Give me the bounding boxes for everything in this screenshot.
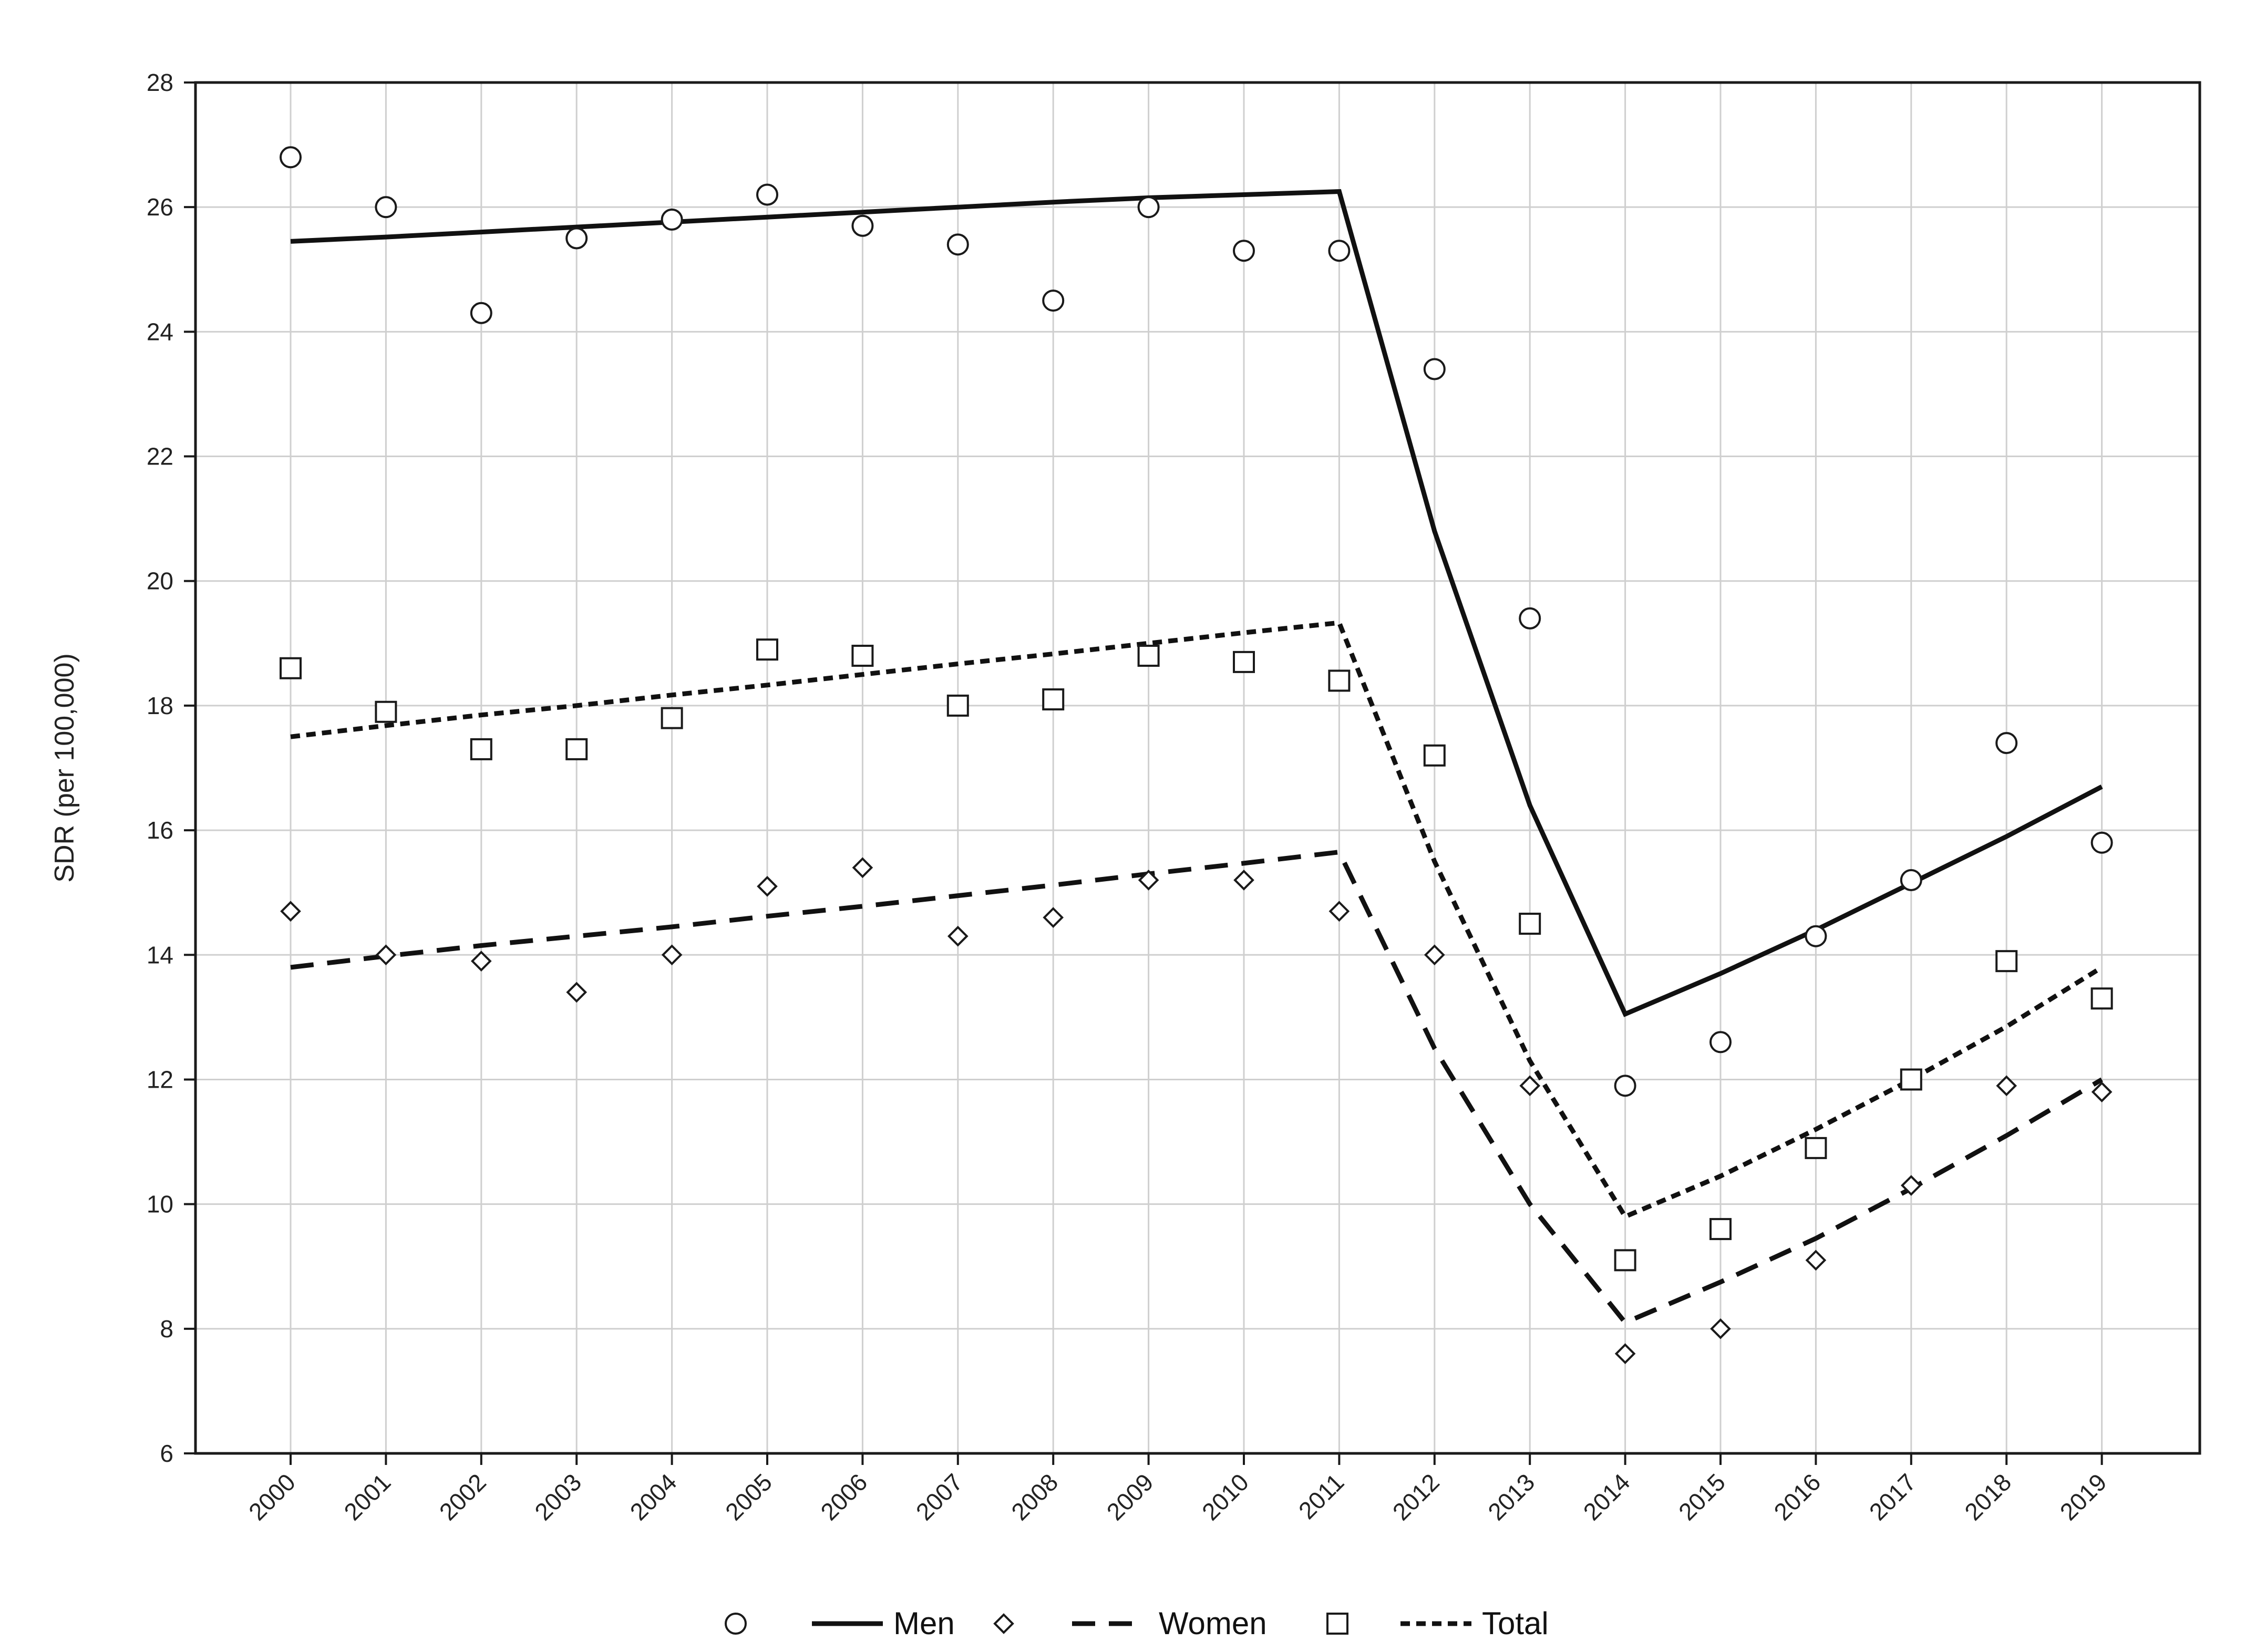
series-total-point — [1519, 912, 1541, 935]
series-total-point — [1328, 669, 1351, 692]
series-men-point — [1614, 1075, 1636, 1097]
legend-women-marker — [993, 1613, 1014, 1634]
series-total — [280, 620, 2113, 1272]
series-total-point — [1709, 1218, 1732, 1241]
legend-item-women: Women — [993, 1606, 1267, 1641]
series-men-point — [851, 214, 874, 237]
series-women-point — [375, 944, 397, 966]
series-total-point — [1805, 1137, 1827, 1159]
series-total-point — [946, 694, 969, 717]
series-men-point — [1709, 1031, 1732, 1054]
series-total-point — [280, 657, 302, 679]
series-men-point — [946, 233, 969, 256]
series-total-point — [851, 645, 874, 667]
series-total-point — [1137, 645, 1160, 667]
series-total-point — [1900, 1068, 1922, 1091]
y-tick-label: 26 — [147, 193, 173, 221]
legend-women-label: Women — [1159, 1606, 1267, 1641]
series-men — [280, 146, 2113, 1097]
series-women-point — [1900, 1175, 1922, 1196]
legend-item-men: Men — [725, 1606, 955, 1641]
series-men-point — [280, 146, 302, 169]
y-axis-title: SDR (per 100,000) — [49, 653, 80, 882]
series-women-point — [1233, 870, 1254, 891]
series-women — [280, 849, 2113, 1365]
series-men-point — [1900, 869, 1922, 891]
series-women-point — [1805, 1250, 1827, 1271]
series-total-fitted-line — [290, 620, 2103, 1220]
series-total-point — [565, 738, 588, 760]
y-tick-label: 20 — [147, 567, 173, 595]
y-tick-label: 6 — [160, 1440, 173, 1467]
series-women-point — [1424, 944, 1445, 966]
series-men-point — [2090, 831, 2113, 854]
series-men-point — [565, 227, 588, 250]
series-women-point — [757, 875, 778, 897]
legend-men-label: Men — [893, 1606, 955, 1641]
series-women-point — [2091, 1081, 2113, 1103]
y-tick-label: 16 — [147, 817, 173, 844]
series-total-point — [375, 700, 397, 723]
series-total-point — [1995, 950, 2018, 973]
series-men-point — [470, 302, 492, 324]
series-women-point — [1519, 1075, 1541, 1097]
y-tick-label: 22 — [147, 443, 173, 470]
series-women-point — [1996, 1075, 2017, 1097]
legend-total-marker — [1326, 1613, 1348, 1635]
grid — [195, 82, 2200, 1453]
series-men-fitted-line — [290, 189, 2103, 1017]
y-tick-label: 24 — [147, 318, 173, 345]
y-tick-label: 14 — [147, 941, 173, 968]
plot-frame — [194, 81, 2201, 1455]
series-women-point — [852, 857, 873, 879]
series-men-point — [1328, 240, 1351, 262]
series-women-point — [1043, 907, 1064, 928]
series-men-point — [375, 196, 397, 219]
series-women-point — [470, 951, 492, 972]
series-total-point — [661, 707, 683, 729]
series-total-point — [1614, 1249, 1636, 1272]
series-men-point — [1519, 607, 1541, 629]
series-men-point — [1137, 196, 1160, 219]
series-men-point — [1233, 240, 1255, 262]
series-men-point — [1805, 925, 1827, 947]
series-women-point — [566, 982, 588, 1003]
series-women-point — [1614, 1343, 1636, 1365]
legend-item-total: Total — [1326, 1606, 1549, 1641]
series-men-point — [1995, 732, 2018, 755]
series-women-point — [1710, 1318, 1731, 1339]
series-men-point — [661, 208, 683, 231]
series-total-point — [470, 738, 492, 760]
y-tick-label: 12 — [147, 1066, 173, 1093]
series-total-point — [1233, 651, 1255, 673]
series-total-point — [756, 638, 778, 661]
series-men-point — [756, 183, 778, 206]
series-total-point — [2090, 987, 2113, 1010]
series-women-point — [947, 925, 969, 947]
legend-total-label: Total — [1482, 1606, 1549, 1641]
series-women-point — [280, 901, 301, 922]
y-tick-label: 8 — [160, 1315, 173, 1343]
series-men-point — [1042, 290, 1065, 312]
series-women-point — [1138, 870, 1159, 891]
series-total-point — [1042, 688, 1065, 711]
series-women-point — [661, 944, 683, 966]
series-women-point — [1328, 901, 1350, 922]
series-layer — [280, 146, 2113, 1365]
series-women-fitted-line — [290, 849, 2103, 1326]
legend-men-marker — [725, 1613, 747, 1635]
y-tick-label: 10 — [147, 1191, 173, 1218]
y-tick-label: 28 — [147, 69, 173, 96]
legend: Men Women Total — [725, 1606, 1549, 1641]
y-tick-label: 18 — [147, 692, 173, 719]
series-total-point — [1423, 744, 1446, 767]
series-men-point — [1423, 358, 1446, 380]
